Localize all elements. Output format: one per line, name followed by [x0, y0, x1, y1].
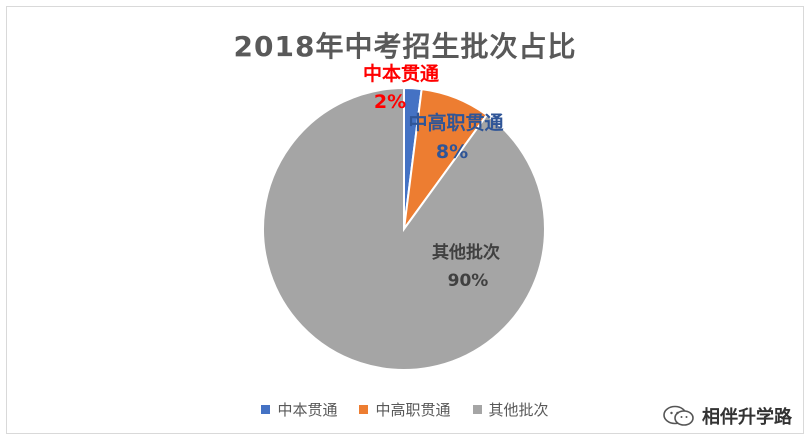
- legend-item-zhongben: 中本贯通: [261, 399, 337, 420]
- data-label-value-zhonggaozhi: 8%: [436, 141, 468, 163]
- watermark: 相伴升学路: [662, 403, 792, 429]
- chart-title: 2018年中考招生批次占比: [233, 30, 577, 63]
- legend-swatch-other: [472, 405, 482, 414]
- data-label-name-zhonggaozhi: 中高职贯通: [408, 111, 504, 134]
- legend-swatch-zhonggaozhi: [359, 405, 369, 414]
- data-label-name-other: 其他批次: [432, 242, 500, 263]
- data-label-name-zhongben: 中本贯通: [363, 62, 440, 85]
- legend-swatch-zhongben: [261, 405, 271, 414]
- data-label-value-other: 90%: [448, 271, 489, 291]
- wechat-icon: [663, 405, 694, 426]
- legend-label-zhonggaozhi: 中高职贯通: [375, 401, 451, 419]
- legend: 中本贯通 中高职贯通 其他批次: [7, 399, 803, 420]
- data-label-value-zhongben: 2%: [374, 91, 406, 113]
- chart-frame: 2018年中考招生批次占比 中本贯通 2% 中高职贯通 8% 其他批次 90% 中本贯通中…: [6, 6, 804, 434]
- pie-chart: 中本贯通 2%中高职贯通 8% 其他批次 90%: [262, 62, 546, 371]
- legend-label-other: 其他批次: [488, 401, 549, 419]
- watermark-text: 相伴升学路: [702, 407, 792, 428]
- legend-item-other: 其他批次: [472, 399, 549, 420]
- pie-slice-other: [262, 86, 546, 371]
- legend-item-zhonggaozhi: 中高职贯通: [359, 399, 451, 420]
- legend-label-zhongben: 中本贯通: [277, 401, 338, 419]
